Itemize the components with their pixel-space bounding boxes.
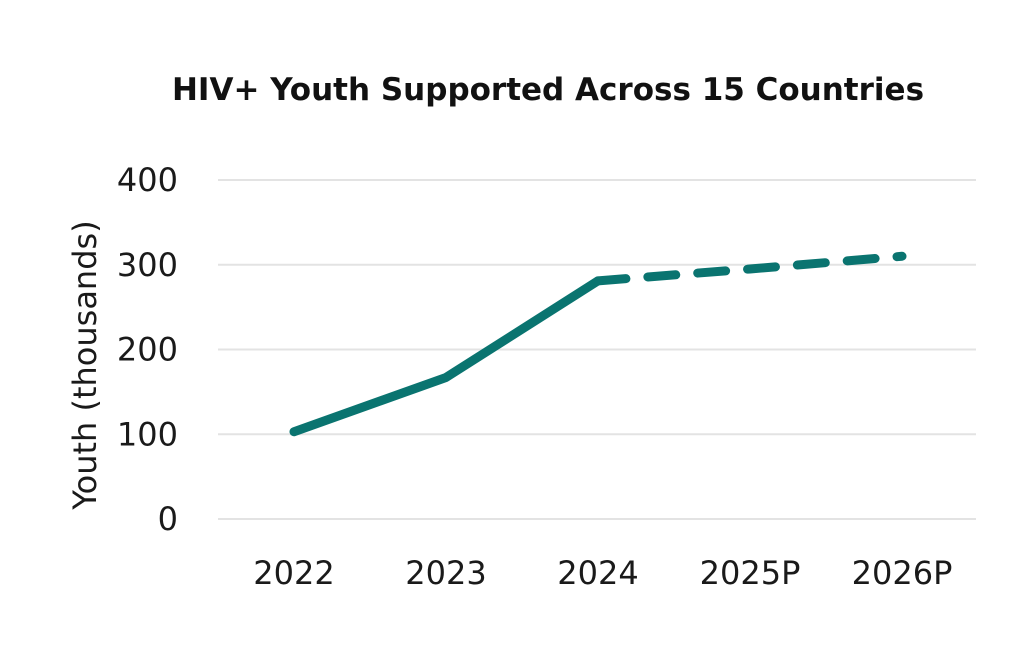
gridlines	[218, 179, 976, 520]
x-tick-label: 2024	[557, 554, 638, 592]
series-line-actual	[289, 276, 603, 437]
y-axis-label: Youth (thousands)	[66, 220, 104, 510]
y-tick-label: 100	[117, 415, 178, 453]
y-tick-label: 300	[117, 246, 178, 284]
y-tick-labels: 0 100 200 300 400	[117, 161, 178, 538]
y-tick-label: 200	[117, 331, 178, 369]
y-tick-label: 0	[158, 500, 178, 538]
x-tick-label: 2023	[405, 554, 486, 592]
series-line-projected	[593, 251, 907, 286]
x-tick-label: 2025P	[700, 554, 801, 592]
series-lines	[289, 251, 907, 437]
chart-title: HIV+ Youth Supported Across 15 Countries	[172, 72, 924, 108]
y-tick-label: 400	[117, 161, 178, 199]
x-tick-label: 2026P	[852, 554, 953, 592]
x-tick-label: 2022	[253, 554, 334, 592]
x-tick-labels: 2022 2023 2024 2025P 2026P	[253, 554, 952, 592]
